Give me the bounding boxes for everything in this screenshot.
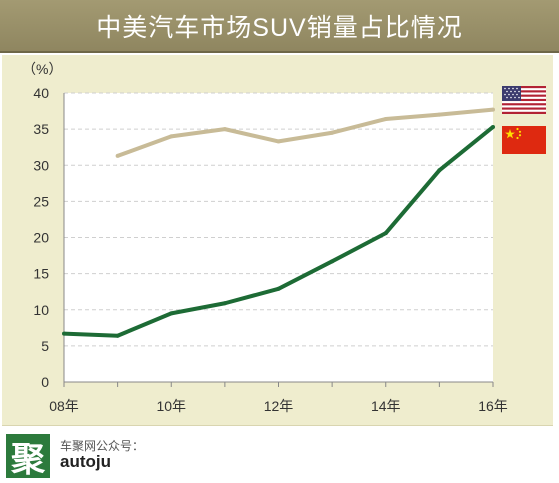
chart-title-bar: 中美汽车市场SUV销量占比情况 <box>0 0 559 53</box>
series-line-us <box>116 107 494 158</box>
data-point <box>276 286 281 291</box>
data-point <box>383 117 388 122</box>
y-axis-label: （%） <box>22 61 62 77</box>
data-point <box>437 112 442 117</box>
data-point <box>115 333 120 338</box>
x-tick-label: 14年 <box>371 398 401 414</box>
line-chart: 0 5 10 15 20 25 30 35 40 08年 10年 12年 14年 16年 （%） <box>22 61 508 414</box>
chart-panel: 0 5 10 15 20 25 30 35 40 08年 10年 12年 14年 16年 （%） <box>2 55 553 426</box>
data-point <box>222 301 227 306</box>
y-tick-label: 15 <box>33 266 49 282</box>
data-point <box>437 168 442 173</box>
data-point <box>383 231 388 236</box>
data-point <box>169 134 174 139</box>
data-point <box>330 259 335 264</box>
y-tick-label: 35 <box>33 121 49 137</box>
y-tick-label: 30 <box>33 157 49 173</box>
data-point <box>491 124 495 129</box>
y-tick-label: 10 <box>33 302 49 318</box>
data-point <box>491 107 495 112</box>
y-tick-label: 40 <box>33 85 49 101</box>
data-point <box>62 331 66 336</box>
brand-logo: 聚 <box>6 434 50 480</box>
data-point <box>330 130 335 135</box>
x-tick-label: 10年 <box>156 398 186 414</box>
y-tick-label: 0 <box>41 374 49 390</box>
footer-handle: autoju <box>60 452 111 471</box>
chart-title: 中美汽车市场SUV销量占比情况 <box>96 13 463 42</box>
y-tick-label: 5 <box>41 338 49 354</box>
footer-caption: 车聚网公众号： <box>60 439 145 453</box>
data-point <box>276 139 281 144</box>
logo-glyph: 聚 <box>11 439 45 480</box>
x-tick-label: 16年 <box>478 398 508 414</box>
data-point <box>222 127 227 132</box>
y-tick-label: 25 <box>33 193 49 209</box>
footer: 聚 车聚网公众号： autoju <box>0 428 559 483</box>
x-tick-label: 12年 <box>264 398 294 414</box>
us-flag-icon <box>502 86 546 114</box>
data-point <box>169 311 174 316</box>
y-tick-label: 20 <box>33 230 49 246</box>
data-point <box>115 153 120 158</box>
china-flag-icon <box>502 126 546 154</box>
x-tick-label: 08年 <box>49 398 79 414</box>
